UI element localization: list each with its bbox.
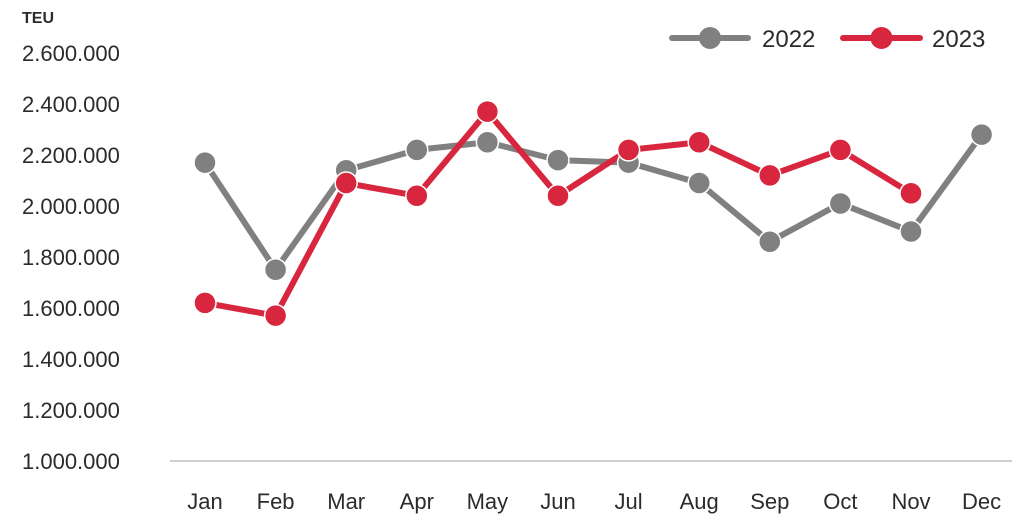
y-tick-label: 2.000.000 bbox=[22, 194, 120, 219]
y-tick-label: 1.600.000 bbox=[22, 296, 120, 321]
x-tick-label: Apr bbox=[400, 489, 434, 514]
data-point-2023-Nov bbox=[899, 181, 923, 205]
y-tick-label: 2.200.000 bbox=[22, 143, 120, 168]
data-point-2023-Mar bbox=[334, 171, 358, 195]
data-point-2022-Jan bbox=[193, 150, 217, 175]
series-points bbox=[193, 99, 994, 328]
data-point-2022-Nov bbox=[899, 219, 923, 244]
x-tick-label: Oct bbox=[823, 489, 857, 514]
y-tick-label: 1.800.000 bbox=[22, 245, 120, 270]
data-point-2023-Apr bbox=[405, 184, 429, 208]
x-tick-label: Aug bbox=[680, 489, 719, 514]
x-tick-label: Dec bbox=[962, 489, 1001, 514]
data-point-2022-Feb bbox=[263, 258, 288, 282]
data-point-2022-Sep bbox=[758, 229, 782, 254]
x-tick-label: Jun bbox=[540, 489, 575, 514]
data-point-2022-Dec bbox=[969, 122, 994, 147]
data-point-2022-May bbox=[475, 130, 500, 154]
y-tick-label: 1.000.000 bbox=[22, 449, 120, 474]
x-tick-label: Jul bbox=[615, 489, 643, 514]
y-tick-label: 2.600.000 bbox=[22, 41, 120, 66]
data-point-2023-Feb bbox=[263, 303, 288, 328]
y-tick-label: 1.400.000 bbox=[22, 347, 120, 372]
y-axis-unit-label: TEU bbox=[22, 10, 54, 27]
data-point-2022-Oct bbox=[828, 191, 853, 216]
data-point-2022-Aug bbox=[687, 171, 711, 195]
y-tick-label: 2.400.000 bbox=[22, 92, 120, 117]
series-line-2022 bbox=[202, 131, 985, 273]
x-tick-label: Sep bbox=[750, 489, 789, 514]
data-point-2023-Oct bbox=[828, 138, 853, 162]
y-tick-label: 1.200.000 bbox=[22, 398, 120, 423]
data-point-2023-Jul bbox=[616, 138, 641, 162]
series-lines bbox=[202, 108, 985, 319]
legend-swatch-marker-2023 bbox=[870, 27, 893, 49]
legend-swatch-marker-2022 bbox=[699, 27, 721, 49]
y-axis-ticks: 2.600.000 2.400.000 2.200.000 2.000.000 1.80… bbox=[22, 41, 120, 474]
x-tick-label: Feb bbox=[257, 489, 295, 514]
legend-label-2022: 2022 bbox=[762, 26, 815, 53]
x-tick-label: Mar bbox=[327, 489, 365, 514]
x-axis-ticks: Jan Feb Mar Apr May Jun Jul Aug Sep Oct Nov Dec bbox=[187, 489, 1001, 514]
data-point-2023-Aug bbox=[687, 130, 711, 154]
x-tick-label: Jan bbox=[187, 489, 222, 514]
x-tick-label: Nov bbox=[891, 489, 930, 514]
data-point-2022-Apr bbox=[405, 138, 429, 162]
series-line-2023 bbox=[202, 108, 914, 319]
data-point-2022-Jun bbox=[546, 148, 570, 172]
data-point-2023-May bbox=[475, 99, 500, 124]
data-point-2023-Jan bbox=[193, 291, 217, 315]
data-point-2023-Sep bbox=[758, 163, 782, 188]
legend: 2022 2023 bbox=[669, 26, 985, 53]
data-point-2023-Jun bbox=[546, 184, 570, 208]
x-tick-label: May bbox=[467, 489, 509, 514]
legend-label-2023: 2023 bbox=[932, 26, 985, 53]
